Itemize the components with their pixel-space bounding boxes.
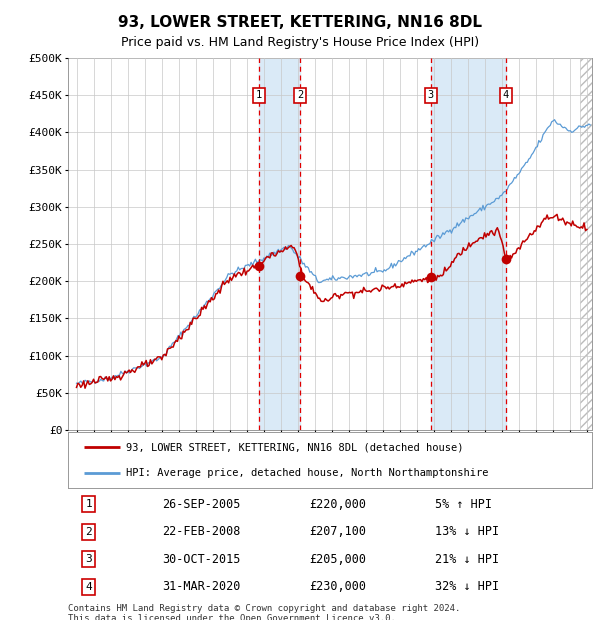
Text: 2: 2 (86, 527, 92, 537)
Bar (431, 58, 506, 430)
Text: 5% ↑ HPI: 5% ↑ HPI (435, 498, 492, 511)
Text: £230,000: £230,000 (309, 580, 366, 593)
Text: 26-SEP-2005: 26-SEP-2005 (163, 498, 241, 511)
Text: 2: 2 (297, 90, 303, 100)
Text: HPI: Average price, detached house, North Northamptonshire: HPI: Average price, detached house, Nort… (125, 468, 488, 478)
Text: 22-FEB-2008: 22-FEB-2008 (163, 525, 241, 538)
Text: Contains HM Land Registry data © Crown copyright and database right 2024.
This d: Contains HM Land Registry data © Crown c… (68, 604, 460, 620)
Text: 30-OCT-2015: 30-OCT-2015 (163, 553, 241, 566)
Text: 3: 3 (86, 554, 92, 564)
Text: 4: 4 (86, 582, 92, 592)
Text: 3: 3 (428, 90, 434, 100)
Bar (580, 58, 592, 430)
Text: Price paid vs. HM Land Registry's House Price Index (HPI): Price paid vs. HM Land Registry's House … (121, 36, 479, 49)
Text: £207,100: £207,100 (309, 525, 366, 538)
Text: 21% ↓ HPI: 21% ↓ HPI (435, 553, 499, 566)
Text: £220,000: £220,000 (309, 498, 366, 511)
Text: 13% ↓ HPI: 13% ↓ HPI (435, 525, 499, 538)
Text: 4: 4 (503, 90, 509, 100)
Text: £205,000: £205,000 (309, 553, 366, 566)
Text: 1: 1 (86, 499, 92, 509)
Text: 93, LOWER STREET, KETTERING, NN16 8DL (detached house): 93, LOWER STREET, KETTERING, NN16 8DL (d… (125, 442, 463, 452)
Text: 93, LOWER STREET, KETTERING, NN16 8DL: 93, LOWER STREET, KETTERING, NN16 8DL (118, 15, 482, 30)
Bar (259, 58, 300, 430)
Text: 1: 1 (256, 90, 262, 100)
Text: 31-MAR-2020: 31-MAR-2020 (163, 580, 241, 593)
Text: 32% ↓ HPI: 32% ↓ HPI (435, 580, 499, 593)
